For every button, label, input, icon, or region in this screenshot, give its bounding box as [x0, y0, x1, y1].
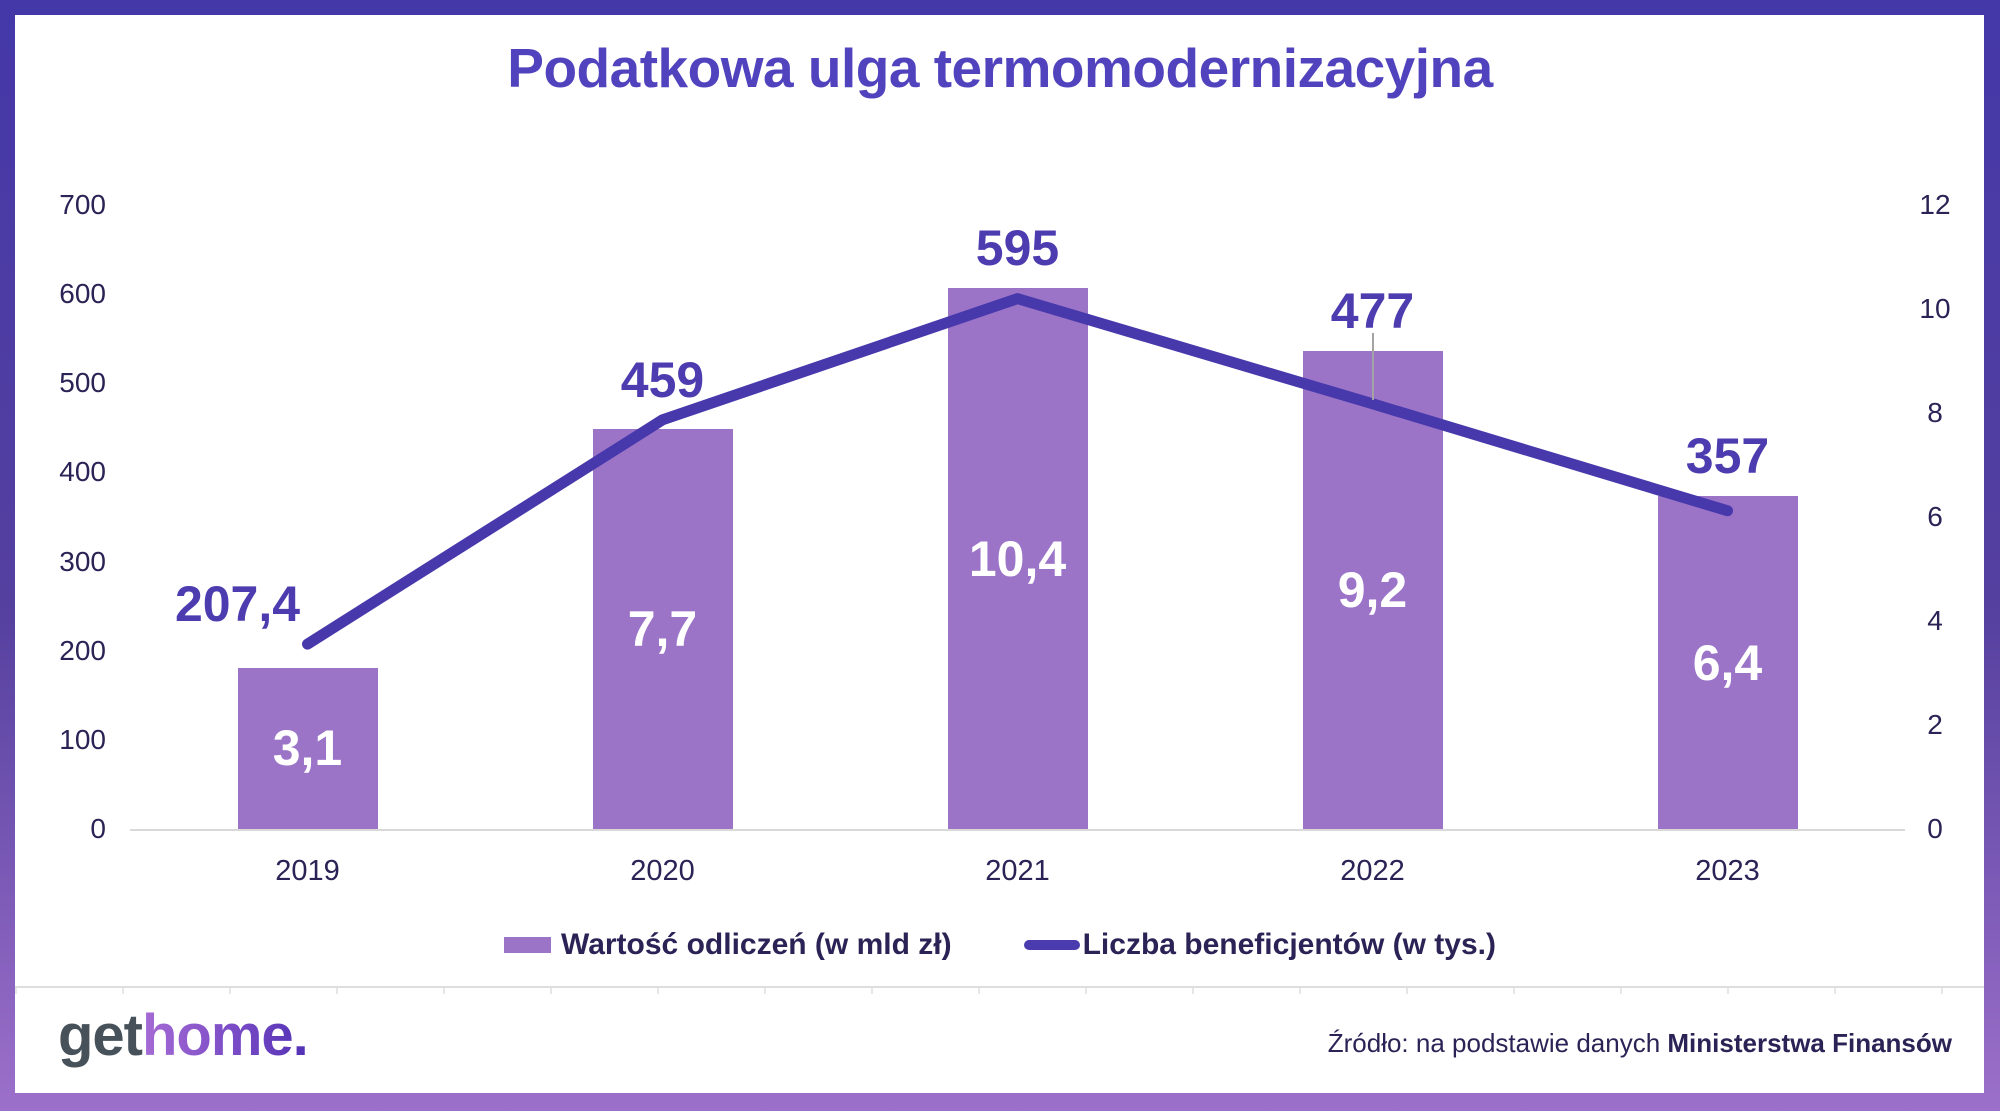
right-axis-tick: 6 [1927, 501, 1943, 532]
left-axis-tick: 100 [59, 723, 106, 755]
logo-get-text: get [58, 1003, 143, 1068]
line-value-label: 357 [1685, 428, 1770, 485]
year-label-2022: 2022 [1340, 855, 1405, 887]
left-axis-tick: 600 [59, 278, 106, 310]
bar-2021: 10,4 [947, 288, 1088, 829]
legend: Wartość odliczeń (w mld zł) Liczba benef… [0, 922, 2000, 968]
bar-2023: 6,4 [1657, 496, 1798, 829]
left-axis-tick: 400 [59, 456, 106, 488]
line-series-swatch [1023, 940, 1080, 950]
left-axis-tick: 0 [90, 813, 106, 844]
source-prefix: Źródło: na podstawie danych [1327, 1028, 1668, 1058]
bar-value-label: 10,4 [968, 530, 1067, 587]
source-bold: Ministerstwa Finansów [1667, 1028, 1952, 1058]
x-axis-baseline [130, 829, 1905, 831]
logo-home-text: home. [142, 1003, 309, 1068]
right-axis-tick: 10 [1919, 293, 1951, 324]
gethome-logo: gethome. [58, 1003, 309, 1068]
footer-divider [15, 986, 1984, 994]
line-value-label: 459 [620, 351, 705, 408]
line-value-label: 207,4 [174, 576, 301, 633]
right-axis-tick: 2 [1927, 709, 1943, 740]
label-leader-line [1371, 332, 1374, 400]
right-axis-tick: 4 [1927, 605, 1943, 636]
bar-value-label: 9,2 [1337, 561, 1408, 618]
line-value-label: 595 [975, 220, 1060, 277]
bar-2020: 7,7 [592, 428, 733, 829]
year-label-2023: 2023 [1695, 855, 1760, 887]
left-axis-tick: 300 [59, 545, 106, 577]
line-series-label: Liczba beneficjentów (w tys.) [1082, 928, 1496, 961]
legend-item-line-series: Liczba beneficjentów (w tys.) [1023, 928, 1496, 962]
bar-series-label: Wartość odliczeń (w mld zł) [561, 928, 952, 961]
right-axis-tick: 8 [1927, 397, 1943, 428]
year-label-2021: 2021 [985, 855, 1050, 887]
right-axis-tick: 12 [1919, 189, 1951, 220]
bar-value-label: 6,4 [1692, 634, 1763, 691]
bar-2019: 3,1 [237, 667, 378, 829]
left-axis-tick: 500 [59, 367, 106, 399]
year-label-2020: 2020 [630, 855, 695, 887]
bar-value-label: 7,7 [627, 600, 698, 657]
year-label-2019: 2019 [275, 855, 340, 887]
legend-item-bar-series: Wartość odliczeń (w mld zł) [504, 928, 952, 962]
right-axis-tick: 0 [1927, 813, 1943, 844]
bar-2022: 9,2 [1302, 350, 1443, 829]
source-note: Źródło: na podstawie danych Ministerstwa… [1328, 1028, 1952, 1059]
line-value-label: 477 [1330, 282, 1415, 339]
chart-title: Podatkowa ulga termomodernizacyjna [507, 37, 1493, 99]
left-axis-tick: 200 [59, 634, 106, 666]
bar-series-swatch [504, 937, 551, 953]
bar-value-label: 3,1 [272, 720, 343, 777]
left-axis-tick: 700 [59, 189, 106, 220]
